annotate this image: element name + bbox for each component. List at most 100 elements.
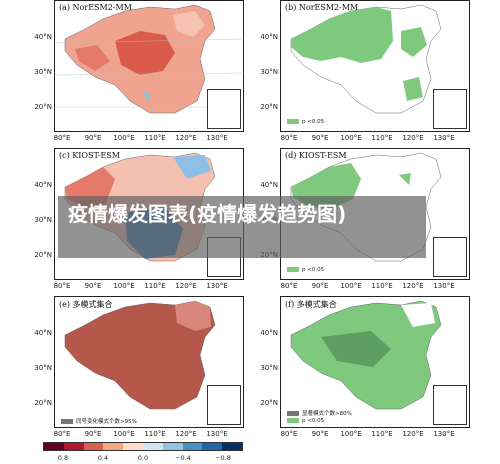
legend-swatch bbox=[287, 119, 299, 124]
panel-b: (b) NorESM2-MM p <0.05 bbox=[280, 0, 470, 132]
lon-label: 110°E bbox=[371, 282, 393, 290]
agreement-legend: 显著模式个数>80% bbox=[287, 409, 352, 417]
colorbar-segment bbox=[83, 443, 104, 450]
lon-label: 90°E bbox=[84, 430, 102, 438]
lat-label: 30°N bbox=[260, 364, 278, 372]
legend-label: p <0.05 bbox=[302, 119, 325, 125]
lon-label: 80°E bbox=[280, 282, 298, 290]
lon-label: 120°E bbox=[402, 430, 424, 438]
lon-label: 130°E bbox=[433, 134, 455, 142]
colorbar-segment bbox=[222, 443, 242, 450]
lon-label: 120°E bbox=[175, 134, 197, 142]
lon-label: 120°E bbox=[402, 134, 424, 142]
lon-label: 110°E bbox=[371, 134, 393, 142]
lon-label: 80°E bbox=[280, 134, 298, 142]
south-china-sea-inset bbox=[433, 89, 467, 129]
lat-label: 30°N bbox=[260, 68, 278, 76]
panel-title: (f) 多模式集合 bbox=[285, 300, 337, 309]
significance-legend: p <0.05 bbox=[287, 418, 324, 424]
map-b bbox=[290, 4, 442, 114]
lon-label: 80°E bbox=[53, 430, 71, 438]
lat-label: 30°N bbox=[34, 68, 52, 76]
colorbar-tick: 0.8 bbox=[57, 454, 69, 462]
lon-label: 110°E bbox=[144, 430, 166, 438]
lat-label: 20°N bbox=[34, 399, 52, 407]
lat-label: 20°N bbox=[34, 251, 52, 259]
lon-label: 90°E bbox=[84, 282, 102, 290]
map-f bbox=[290, 300, 442, 410]
colorbar-tick: −0.4 bbox=[175, 454, 191, 462]
lon-label: 90°E bbox=[311, 430, 329, 438]
lat-label: 40°N bbox=[34, 33, 52, 41]
lat-label: 20°N bbox=[34, 103, 52, 111]
lat-label: 30°N bbox=[34, 216, 52, 224]
significance-legend: p <0.05 bbox=[287, 267, 324, 273]
colorbar-tick: 0.0 bbox=[137, 454, 149, 462]
lon-label: 100°E bbox=[113, 282, 135, 290]
title-overlay: 疫情爆发图表(疫情爆发趋势图) bbox=[58, 196, 426, 258]
lon-label: 100°E bbox=[340, 134, 362, 142]
lon-label: 90°E bbox=[84, 134, 102, 142]
lat-label: 20°N bbox=[260, 399, 278, 407]
colorbar-tick: 0.4 bbox=[97, 454, 109, 462]
lon-label: 100°E bbox=[113, 430, 135, 438]
lon-label: 80°E bbox=[53, 134, 71, 142]
lon-label: 80°E bbox=[280, 430, 298, 438]
lon-label: 90°E bbox=[311, 282, 329, 290]
lon-label: 130°E bbox=[206, 430, 228, 438]
panel-f: (f) 多模式集合 显著模式个数>80% p <0.05 bbox=[280, 296, 470, 428]
lat-label: 30°N bbox=[34, 364, 52, 372]
colorbar-segment bbox=[63, 443, 84, 450]
legend-label: p <0.05 bbox=[302, 267, 325, 273]
legend-label: p <0.05 bbox=[302, 418, 325, 424]
significance-legend: p <0.05 bbox=[287, 119, 324, 125]
lon-label: 90°E bbox=[311, 134, 329, 142]
south-china-sea-inset bbox=[433, 237, 467, 277]
colorbar-segment bbox=[142, 443, 163, 450]
lat-label: 40°N bbox=[260, 181, 278, 189]
lat-label: 40°N bbox=[260, 329, 278, 337]
map-a bbox=[55, 4, 245, 114]
colorbar bbox=[43, 442, 243, 451]
south-china-sea-inset bbox=[433, 385, 467, 425]
colorbar-segment bbox=[123, 443, 143, 450]
lon-label: 110°E bbox=[144, 282, 166, 290]
colorbar-segment bbox=[103, 443, 124, 450]
legend-swatch bbox=[287, 411, 299, 416]
south-china-sea-inset bbox=[207, 89, 241, 129]
overlay-title: 疫情爆发图表(疫情爆发趋势图) bbox=[68, 202, 347, 226]
colorbar-segment bbox=[44, 443, 64, 450]
panel-title: (c) KIOST-ESM bbox=[59, 151, 120, 160]
lon-label: 130°E bbox=[433, 430, 455, 438]
panel-a: (a) NorESM2-MM bbox=[54, 0, 245, 132]
map-e bbox=[64, 300, 216, 410]
colorbar-segment bbox=[182, 443, 203, 450]
lat-label: 20°N bbox=[260, 103, 278, 111]
legend-label: 显著模式个数>80% bbox=[302, 411, 352, 417]
legend-swatch bbox=[287, 267, 299, 272]
panel-title: (b) NorESM2-MM bbox=[285, 3, 359, 12]
south-china-sea-inset bbox=[207, 385, 241, 425]
legend-swatch bbox=[61, 419, 73, 424]
lon-label: 120°E bbox=[175, 430, 197, 438]
lon-label: 120°E bbox=[402, 282, 424, 290]
panel-title: (a) NorESM2-MM bbox=[59, 3, 132, 12]
lon-label: 100°E bbox=[340, 282, 362, 290]
lon-label: 130°E bbox=[206, 282, 228, 290]
panel-e: (e) 多模式集合 同号变化模式个数>95% bbox=[54, 296, 244, 428]
lat-label: 40°N bbox=[34, 181, 52, 189]
lon-label: 130°E bbox=[206, 134, 228, 142]
legend-label: 同号变化模式个数>95% bbox=[76, 419, 137, 425]
colorbar-segment bbox=[162, 443, 183, 450]
lat-label: 40°N bbox=[260, 33, 278, 41]
lon-label: 100°E bbox=[113, 134, 135, 142]
lat-label: 40°N bbox=[34, 329, 52, 337]
panel-title: (e) 多模式集合 bbox=[59, 300, 113, 309]
legend-swatch bbox=[287, 418, 299, 423]
colorbar-segment bbox=[202, 443, 223, 450]
lon-label: 110°E bbox=[371, 430, 393, 438]
lon-label: 120°E bbox=[175, 282, 197, 290]
agreement-legend: 同号变化模式个数>95% bbox=[61, 417, 137, 425]
lon-label: 80°E bbox=[53, 282, 71, 290]
